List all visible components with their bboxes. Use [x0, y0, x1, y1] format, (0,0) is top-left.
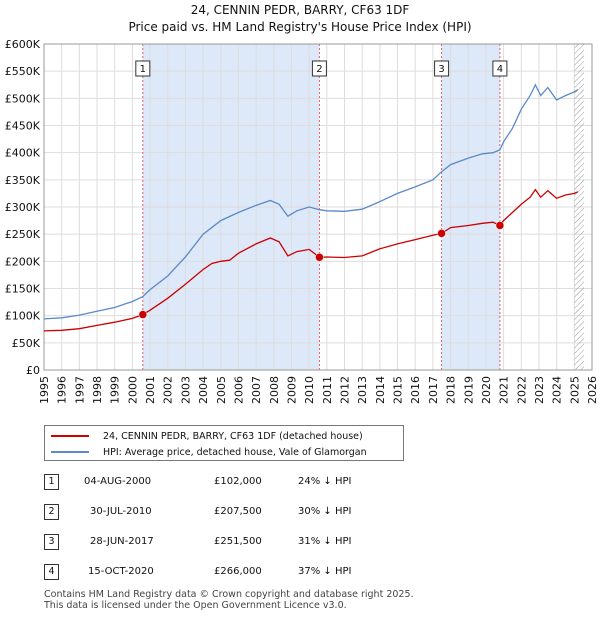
sale-row: 2 30-JUL-2010 £207,500 30% ↓ HPI — [44, 504, 384, 520]
sale-date: 28-JUN-2017 — [90, 536, 154, 547]
y-tick-label: £200K — [5, 255, 41, 268]
sale-hpi-diff: 24% ↓ HPI — [298, 476, 352, 487]
x-tick-label: 1995 — [38, 376, 51, 404]
x-tick-label: 2008 — [268, 376, 281, 404]
hpi-line — [43, 83, 579, 320]
x-tick-label: 2010 — [303, 376, 316, 404]
x-tick-label: 2019 — [462, 376, 475, 404]
plot-frame — [43, 43, 593, 371]
sale-point — [315, 253, 324, 262]
y-tick-label: £150K — [5, 283, 41, 296]
legend-label-property: 24, CENNIN PEDR, BARRY, CF63 1DF (detach… — [103, 430, 363, 442]
x-tick-label: 2003 — [179, 376, 192, 404]
y-tick-label: £550K — [5, 65, 41, 78]
y-tick-label: £300K — [5, 201, 41, 214]
sale-hpi-diff: 37% ↓ HPI — [298, 566, 352, 577]
annotation-box — [311, 60, 327, 77]
x-tick-label: 2023 — [533, 376, 546, 404]
x-tick-label: 2020 — [480, 376, 493, 404]
x-tick-label: 2012 — [339, 376, 352, 404]
x-tick-label: 2017 — [427, 376, 440, 404]
annotation-box — [492, 60, 508, 77]
annotation-label: 2 — [316, 64, 322, 75]
annotation-label: 4 — [497, 64, 503, 75]
x-tick-label: 2021 — [498, 376, 511, 404]
sale-hpi-diff: 31% ↓ HPI — [298, 536, 352, 547]
x-tick-label: 2024 — [551, 376, 564, 404]
x-tick-label: 2018 — [445, 376, 458, 404]
x-tick-label: 2026 — [586, 376, 599, 404]
projection-hatch — [574, 44, 585, 370]
annotation-label: 3 — [438, 64, 444, 75]
x-tick-label: 2001 — [144, 376, 157, 404]
x-tick-label: 2004 — [197, 376, 210, 404]
x-tick-label: 2007 — [250, 376, 263, 404]
x-tick-label: 2011 — [321, 376, 334, 404]
footer-licence: This data is licensed under the Open Gov… — [44, 600, 347, 611]
footer-copyright: Contains HM Land Registry data © Crown c… — [44, 589, 414, 600]
y-tick-label: £600K — [5, 38, 41, 51]
x-tick-label: 2025 — [568, 376, 581, 404]
legend-item-hpi: HPI: Average price, detached house, Vale… — [51, 445, 367, 459]
sale-point — [138, 310, 148, 319]
x-tick-label: 1996 — [56, 376, 69, 404]
sale-marker: 3 — [44, 534, 59, 550]
x-tick-label: 2016 — [409, 376, 422, 404]
sale-point — [437, 229, 446, 238]
sale-date: 30-JUL-2010 — [90, 506, 152, 517]
x-tick-label: 1999 — [109, 376, 122, 404]
price-chart: 24, CENNIN PEDR, BARRY, CF63 1DF Price p… — [5, 3, 599, 404]
x-tick-label: 2009 — [285, 376, 298, 404]
y-tick-label: £450K — [5, 120, 41, 133]
sale-row: 1 04-AUG-2000 £102,000 24% ↓ HPI — [44, 474, 384, 490]
sale-price: £266,000 — [214, 566, 262, 577]
sale-price: £102,000 — [214, 476, 262, 487]
sale-date: 04-AUG-2000 — [84, 476, 152, 487]
x-tick-label: 2000 — [126, 376, 139, 404]
legend-label-hpi: HPI: Average price, detached house, Vale… — [103, 446, 367, 458]
y-tick-label: £500K — [5, 92, 41, 105]
legend-swatch-hpi — [51, 451, 89, 453]
chart-title-line2: Price paid vs. HM Land Registry's House … — [128, 20, 471, 34]
sale-point — [495, 221, 505, 230]
y-tick-label: £100K — [5, 310, 41, 323]
x-tick-label: 1997 — [73, 376, 86, 404]
sale-marker: 4 — [44, 564, 59, 580]
legend-item-property: 24, CENNIN PEDR, BARRY, CF63 1DF (detach… — [51, 429, 363, 443]
footer: Contains HM Land Registry data © Crown c… — [44, 589, 414, 611]
y-tick-label: £50K — [12, 337, 41, 350]
y-tick-label: £350K — [5, 174, 41, 187]
sale-row: 3 28-JUN-2017 £251,500 31% ↓ HPI — [44, 534, 384, 550]
y-tick-label: £250K — [5, 228, 41, 241]
x-tick-label: 1998 — [91, 376, 104, 404]
annotation-box — [434, 60, 450, 77]
plot-area: 1 2 3 4 £0 £50K £100K £150K £200K £250K £300K £350K… — [5, 38, 599, 404]
sale-row: 4 15-OCT-2020 £266,000 37% ↓ HPI — [44, 564, 384, 580]
chart-title-line1: 24, CENNIN PEDR, BARRY, CF63 1DF — [191, 3, 410, 17]
legend-swatch-property — [51, 435, 89, 437]
x-tick-label: 2014 — [374, 376, 387, 404]
y-tick-label: £0 — [26, 364, 40, 377]
y-tick-label: £400K — [5, 147, 41, 160]
property-price-line — [43, 188, 579, 332]
sale-price: £207,500 — [214, 506, 262, 517]
x-tick-label: 2013 — [356, 376, 369, 404]
sale-marker: 1 — [44, 474, 59, 490]
x-tick-label: 2022 — [515, 376, 528, 404]
legend: 24, CENNIN PEDR, BARRY, CF63 1DF (detach… — [44, 425, 404, 461]
x-tick-label: 2015 — [392, 376, 405, 404]
x-tick-label: 2002 — [162, 376, 175, 404]
sale-marker: 2 — [44, 504, 59, 520]
sale-hpi-diff: 30% ↓ HPI — [298, 506, 352, 517]
annotation-label: 1 — [140, 64, 146, 75]
sale-price: £251,500 — [214, 536, 262, 547]
x-tick-label: 2006 — [232, 376, 245, 404]
sale-date: 15-OCT-2020 — [88, 566, 154, 577]
x-tick-label: 2005 — [215, 376, 228, 404]
annotation-box — [135, 60, 151, 77]
